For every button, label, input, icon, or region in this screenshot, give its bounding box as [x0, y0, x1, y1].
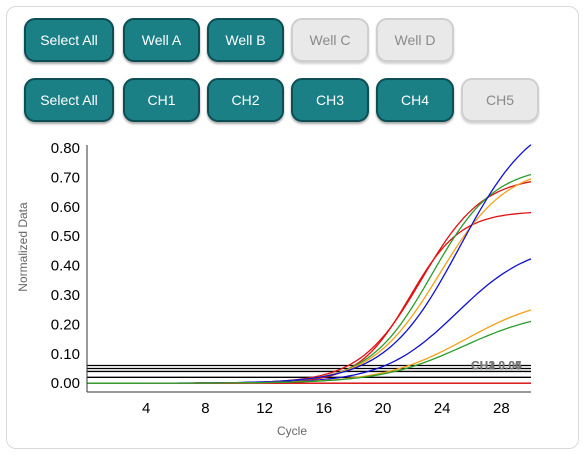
x-tick-label: 28	[493, 400, 510, 417]
threshold-label: CH2 0.05	[471, 359, 522, 373]
y-tick-label: 0.70	[51, 169, 80, 186]
x-tick-label: 8	[201, 400, 209, 417]
amplification-curve	[87, 178, 532, 384]
ch1-button[interactable]: CH1	[123, 78, 200, 122]
x-axis-ticks: 4 8 12 16 20 24 28	[142, 400, 510, 417]
well-c-button[interactable]: Well C	[291, 18, 369, 62]
threshold-label: CH3 0.04	[471, 359, 522, 373]
y-tick-label: 0.80	[51, 140, 80, 157]
ch2-button[interactable]: CH2	[207, 78, 284, 122]
amplification-curve	[87, 309, 532, 384]
amplification-curves	[87, 144, 532, 384]
amplification-curve	[87, 181, 532, 384]
ch4-button[interactable]: CH4	[376, 78, 454, 122]
y-tick-label: 0.30	[51, 287, 80, 304]
y-tick-label: 0.00	[51, 375, 80, 392]
channel-select-all-button[interactable]: Select All	[24, 78, 114, 122]
y-tick-label: 0.10	[51, 346, 80, 363]
x-tick-label: 4	[142, 400, 150, 417]
well-select-all-button[interactable]: Select All	[24, 18, 114, 62]
amplification-curve	[87, 173, 532, 384]
ch5-button[interactable]: CH5	[461, 78, 539, 122]
y-tick-label: 0.20	[51, 316, 80, 333]
amplification-curve	[87, 320, 532, 384]
amplification-curve	[87, 144, 532, 384]
well-a-button[interactable]: Well A	[123, 18, 200, 62]
y-tick-label: 0.60	[51, 199, 80, 216]
x-tick-label: 16	[315, 400, 332, 417]
y-tick-label: 0.50	[51, 228, 80, 245]
amplification-curve	[87, 258, 532, 384]
y-tick-label: 0.40	[51, 258, 80, 275]
x-tick-label: 20	[375, 400, 392, 417]
x-tick-label: 24	[434, 400, 451, 417]
x-axis-label: Cycle	[277, 424, 307, 438]
y-axis-ticks: 0.00 0.10 0.20 0.30 0.40 0.50 0.60 0.70 0.80	[51, 140, 80, 392]
well-d-button[interactable]: Well D	[376, 18, 454, 62]
x-tick-label: 12	[256, 400, 273, 417]
well-b-button[interactable]: Well B	[207, 18, 284, 62]
y-axis-label: Normalized Data	[16, 202, 30, 292]
ch3-button[interactable]: CH3	[291, 78, 369, 122]
